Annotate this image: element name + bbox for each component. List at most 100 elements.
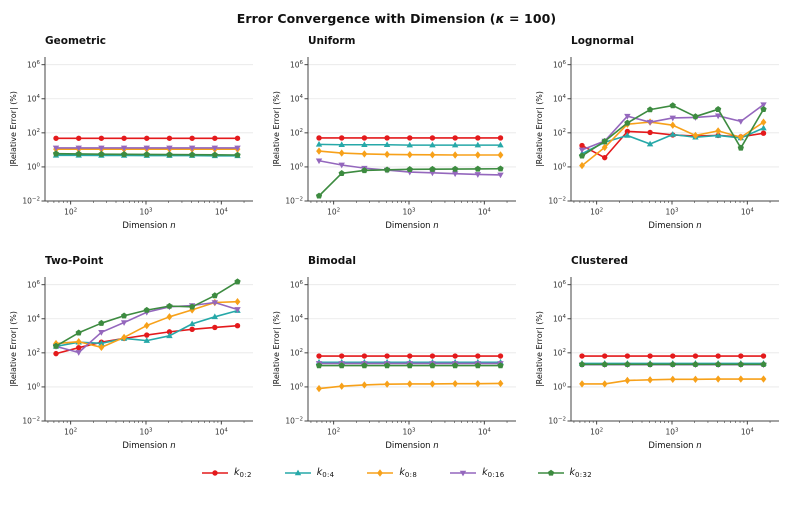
legend-item: k0:8 (366, 467, 417, 479)
x-axis-label: Dimension n (385, 221, 438, 231)
marker-diamond-icon (367, 469, 394, 477)
subplot-grid: Geometric 102 103 104 106 104 102 100 10−2 |Relat… (0, 35, 793, 459)
marker-triangle-up-icon (284, 469, 311, 476)
plot-area: 102 103 104 106 104 102 100 10−2 |Relative Error… (272, 277, 516, 451)
y-axis-label: |Relative Error| (%) (535, 91, 544, 167)
series-0-2 (579, 353, 767, 359)
y-axis-label: |Relative Error| (%) (535, 311, 544, 387)
series-0-32 (578, 102, 767, 159)
marker-circle-icon (202, 470, 229, 476)
kappa-symbol: κ (495, 11, 505, 26)
series-0-4 (315, 140, 504, 148)
svg-text:106: 106 (290, 280, 304, 289)
subplot-geometric: Geometric 102 103 104 106 104 102 100 10−2 |Relat… (7, 35, 260, 239)
figure-title-prefix: Error Convergence with Dimension ( (236, 11, 496, 26)
svg-text:100: 100 (27, 162, 41, 171)
y-axis-label: |Relative Error| (%) (9, 91, 18, 167)
subplot-uniform: Uniform 102 103 104 106 104 102 100 10−2 |Relativ… (270, 35, 523, 239)
svg-text:102: 102 (290, 348, 303, 357)
svg-text:106: 106 (27, 280, 41, 289)
svg-text:10−2: 10−2 (548, 196, 566, 205)
x-axis-label: Dimension n (648, 441, 701, 451)
svg-text:104: 104 (290, 94, 304, 103)
y-axis-label: |Relative Error| (%) (272, 91, 281, 167)
x-axis-label: Dimension n (122, 441, 175, 451)
svg-text:103: 103 (139, 427, 153, 436)
figure-title: Error Convergence with Dimension (κ = 10… (0, 0, 793, 35)
series-0-8 (316, 379, 504, 393)
svg-text:100: 100 (553, 162, 567, 171)
subplot-title: Two-Point (45, 255, 104, 267)
subplot-clustered: Clustered 102 103 104 106 104 102 100 10−2 |Relat… (533, 255, 786, 459)
legend-item: k0:4 (284, 467, 335, 479)
plot-area: 102 103 104 106 104 102 100 10−2 |Relative Error… (9, 277, 253, 451)
svg-text:103: 103 (665, 427, 679, 436)
svg-text:104: 104 (478, 207, 492, 216)
marker-pentagon-icon (537, 469, 564, 476)
svg-text:104: 104 (553, 314, 567, 323)
y-axis-label: |Relative Error| (%) (9, 311, 18, 387)
legend-label: k0:4 (316, 467, 335, 479)
svg-text:104: 104 (478, 427, 492, 436)
legend: k0:2 k0:4 k0:8 k0:16 k0:32 (0, 467, 793, 479)
svg-text:102: 102 (590, 427, 603, 436)
series-0-2 (316, 353, 504, 359)
plot-area: 102 103 104 106 104 102 100 10−2 |Relative Error… (535, 57, 779, 231)
svg-text:104: 104 (741, 427, 755, 436)
svg-text:102: 102 (64, 427, 77, 436)
subplot-title: Uniform (308, 35, 356, 47)
svg-text:106: 106 (290, 60, 304, 69)
svg-text:102: 102 (553, 128, 566, 137)
series-0-16 (52, 145, 241, 152)
plot-area: 102 103 104 106 104 102 100 10−2 |Relative Error… (9, 57, 253, 231)
svg-text:106: 106 (553, 60, 567, 69)
figure-title-suffix: = 100) (504, 11, 557, 26)
series-0-32 (315, 362, 504, 369)
svg-text:10−2: 10−2 (548, 416, 566, 425)
svg-text:104: 104 (553, 94, 567, 103)
svg-text:104: 104 (290, 314, 304, 323)
svg-text:10−2: 10−2 (285, 196, 303, 205)
svg-text:104: 104 (215, 207, 229, 216)
legend-item: k0:2 (201, 467, 252, 479)
series-0-8 (53, 298, 241, 352)
svg-text:106: 106 (553, 280, 567, 289)
legend-label: k0:8 (399, 467, 418, 479)
x-axis-label: Dimension n (385, 441, 438, 451)
legend-item: k0:16 (449, 467, 504, 479)
series-0-2 (53, 135, 241, 141)
svg-text:104: 104 (27, 94, 41, 103)
subplot-two-point: Two-Point 102 103 104 106 104 102 100 10−2 |Relat… (7, 255, 260, 459)
subplot-title: Bimodal (308, 255, 356, 267)
svg-text:104: 104 (215, 427, 229, 436)
series-0-32 (315, 165, 504, 199)
series-0-8 (316, 147, 504, 159)
svg-text:100: 100 (290, 382, 304, 391)
series-0-2 (316, 135, 504, 141)
series-0-32 (52, 278, 241, 349)
svg-text:102: 102 (553, 348, 566, 357)
svg-text:102: 102 (27, 128, 40, 137)
subplot-bimodal: Bimodal 102 103 104 106 104 102 100 10−2 |Relativ… (270, 255, 523, 459)
x-axis-label: Dimension n (648, 221, 701, 231)
subplot-title: Lognormal (571, 35, 634, 47)
svg-text:103: 103 (402, 207, 416, 216)
svg-text:102: 102 (290, 128, 303, 137)
subplot-title: Clustered (571, 255, 628, 267)
plot-area: 102 103 104 106 104 102 100 10−2 |Relative Error… (272, 57, 516, 231)
svg-text:102: 102 (327, 427, 340, 436)
series-0-32 (578, 361, 767, 368)
svg-text:102: 102 (27, 348, 40, 357)
legend-label: k0:2 (234, 467, 252, 479)
svg-text:102: 102 (590, 207, 603, 216)
marker-triangle-down-icon (450, 470, 477, 477)
legend-label: k0:16 (482, 467, 505, 479)
subplot-lognormal: Lognormal 102 103 104 106 104 102 100 10−2 |Relat… (533, 35, 786, 239)
svg-text:103: 103 (665, 207, 679, 216)
x-axis-label: Dimension n (122, 221, 175, 231)
y-axis-label: |Relative Error| (%) (272, 311, 281, 387)
svg-text:103: 103 (402, 427, 416, 436)
series-0-8 (579, 375, 767, 388)
svg-text:100: 100 (27, 382, 41, 391)
svg-text:10−2: 10−2 (285, 416, 303, 425)
